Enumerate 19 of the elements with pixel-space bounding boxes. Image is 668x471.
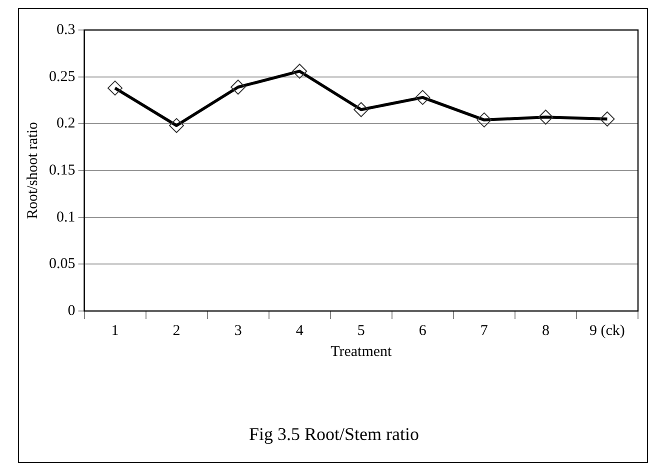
y-tick-label: 0.2 (56, 116, 76, 132)
y-tick-label: 0 (68, 302, 76, 319)
caption: Fig 3.5 Root/Stem ratio (248, 424, 420, 444)
y-tick-label: 0.05 (49, 256, 76, 272)
y-tick-label: 0.1 (56, 209, 76, 226)
x-tick-label: 3 (234, 322, 242, 339)
x-tick-label: 5 (357, 322, 365, 339)
y-tick-label: 0.15 (49, 162, 76, 178)
x-tick-label: 2 (172, 322, 180, 339)
x-axis-title: Treatment (330, 344, 393, 360)
y-tick-label: 0.3 (56, 22, 76, 38)
x-tick-label: 9 (ck) (590, 322, 625, 339)
y-axis-title: Root/shoot ratio (24, 122, 41, 220)
x-tick-label: 8 (542, 322, 550, 339)
x-tick-label: 7 (480, 322, 488, 339)
x-tick-label: 1 (111, 322, 119, 339)
y-tick-label: 0.25 (49, 68, 76, 85)
x-tick-label: 4 (296, 322, 304, 339)
x-tick-label: 6 (418, 322, 427, 339)
